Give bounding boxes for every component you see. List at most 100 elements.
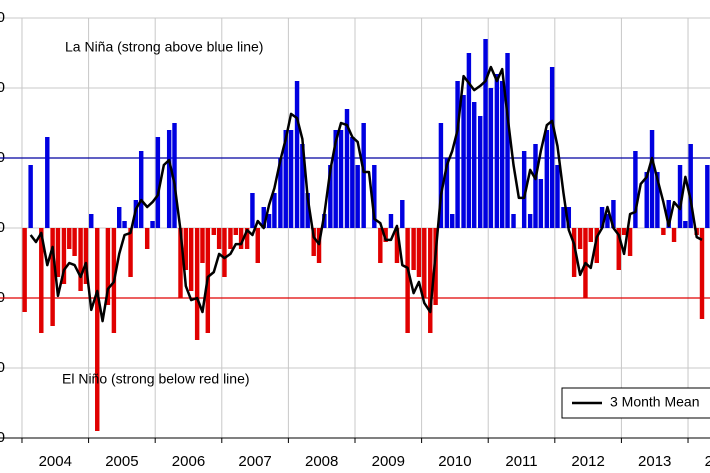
bar (611, 200, 616, 228)
bar (383, 228, 388, 242)
bar (605, 214, 610, 228)
bar (95, 228, 100, 431)
bar (621, 228, 627, 235)
bar (488, 88, 494, 228)
bar (428, 228, 433, 333)
bar (200, 228, 205, 263)
bar (683, 221, 688, 228)
bar (172, 123, 177, 228)
bar (549, 67, 555, 228)
bar (278, 158, 283, 228)
y-tick-label: 30 (0, 9, 5, 26)
bar (588, 228, 593, 242)
bar (117, 207, 122, 228)
bar (411, 228, 416, 270)
bar (250, 193, 255, 228)
bar (372, 165, 377, 228)
bar (477, 116, 483, 228)
bar (361, 123, 366, 228)
bar (78, 228, 83, 291)
x-tick-label: 2005 (105, 453, 138, 470)
bar (461, 95, 466, 228)
bar (505, 53, 510, 228)
bar (394, 228, 400, 263)
bar (444, 158, 450, 228)
bar (599, 207, 605, 228)
bar (699, 228, 705, 319)
bar (194, 228, 200, 340)
bar (344, 109, 350, 228)
bar (633, 151, 638, 228)
bar (527, 214, 533, 228)
bar (655, 172, 660, 228)
bar (338, 130, 344, 228)
bar (55, 228, 61, 277)
bar (466, 53, 472, 228)
bar (316, 228, 322, 263)
bar (238, 228, 244, 249)
bar (355, 165, 360, 228)
bar (555, 165, 560, 228)
bar (288, 130, 294, 228)
bar (333, 130, 338, 228)
bar (72, 228, 77, 256)
legend-label: 3 Month Mean (610, 394, 700, 410)
bar (671, 228, 677, 242)
bar (67, 228, 72, 249)
bar (188, 228, 194, 291)
bar (183, 228, 189, 270)
bar (45, 137, 50, 228)
bar (222, 228, 227, 277)
bar (350, 137, 355, 228)
bar (494, 74, 500, 228)
annotation: La Niña (strong above blue line) (65, 39, 263, 55)
bar (83, 228, 89, 284)
bar (511, 214, 516, 228)
x-tick-label: 2004 (39, 453, 72, 470)
bar (128, 228, 133, 277)
grid: -30-20-100102030200420052006200720082009… (0, 9, 710, 470)
bar (155, 137, 161, 228)
bar (61, 228, 67, 284)
mean-line (29, 65, 703, 323)
bar (388, 214, 394, 228)
bar (661, 228, 666, 235)
bar (138, 151, 144, 228)
bar (577, 228, 583, 249)
x-tick-label: 2010 (438, 453, 471, 470)
y-tick-label: -30 (0, 429, 5, 446)
bar (255, 228, 260, 263)
x-tick-label: 2008 (305, 453, 338, 470)
bar (122, 221, 127, 228)
annotation: El Niño (strong below red line) (62, 371, 250, 387)
bar (416, 228, 422, 277)
bar (405, 228, 410, 333)
bar (311, 228, 316, 256)
bar (50, 228, 55, 326)
bar (521, 151, 527, 228)
bar (378, 228, 383, 263)
bar (39, 228, 44, 333)
marks (22, 39, 710, 431)
bar (22, 228, 27, 312)
bar (105, 228, 111, 305)
bar (422, 228, 427, 298)
bar (561, 207, 566, 228)
bar (216, 228, 222, 249)
bar (455, 81, 460, 228)
bar (483, 39, 488, 228)
bar (644, 172, 649, 228)
x-tick-label: 2006 (172, 453, 205, 470)
bar (283, 130, 288, 228)
bar (450, 214, 455, 228)
x-tick-label: 2009 (372, 453, 405, 470)
bar (266, 214, 272, 228)
bar (594, 228, 599, 263)
bar (627, 228, 633, 256)
x-tick-label: 2011 (505, 453, 537, 470)
bar (144, 228, 150, 249)
bar (533, 144, 538, 228)
bar (261, 207, 266, 228)
bar (300, 144, 305, 228)
